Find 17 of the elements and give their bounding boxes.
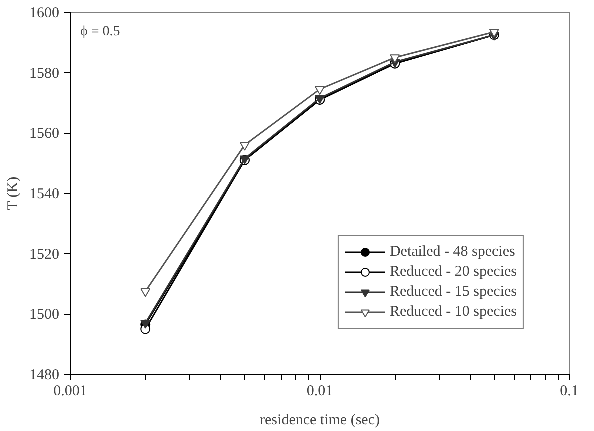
y-tick-label: 1520 [30, 246, 60, 263]
y-tick-label: 1600 [30, 6, 60, 22]
legend-label: Reduced - 10 species [390, 303, 517, 321]
x-axis-title: residence time (sec) [260, 412, 380, 428]
y-tick-label: 1500 [30, 307, 60, 324]
annotation: ϕ = 0.5 [80, 24, 120, 40]
y-axis-title: T (K) [6, 176, 22, 210]
legend-label: Detailed - 48 species [390, 243, 516, 261]
legend-label: Reduced - 15 species [390, 283, 517, 301]
y-tick-label: 1560 [30, 126, 60, 142]
y-tick-label: 1580 [30, 66, 60, 82]
y-tick-label: 1480 [30, 368, 60, 384]
x-tick-label: 0.1 [560, 384, 579, 400]
x-tick-label: 0.01 [306, 384, 334, 400]
y-tick-label: 1540 [30, 186, 60, 202]
legend-label: Reduced - 20 species [390, 263, 517, 281]
x-tick-label: 0.001 [54, 384, 88, 400]
